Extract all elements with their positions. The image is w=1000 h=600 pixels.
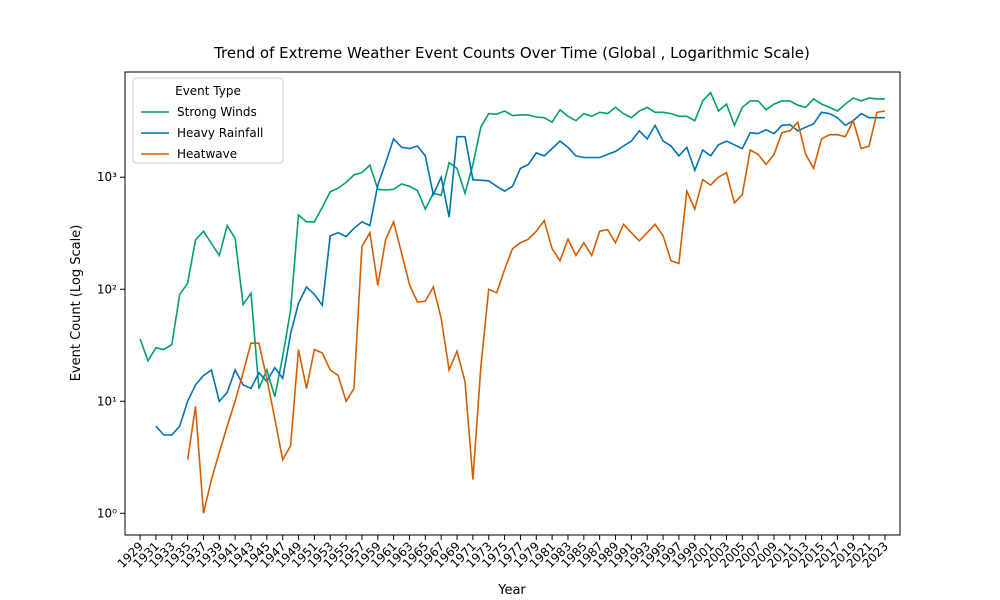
chart-title: Trend of Extreme Weather Event Counts Ov… bbox=[213, 44, 810, 62]
series-line bbox=[186, 110, 886, 514]
legend-label: Strong Winds bbox=[177, 105, 257, 119]
legend-label: Heatwave bbox=[177, 147, 237, 161]
legend-box bbox=[132, 77, 284, 164]
y-axis-label: Event Count (Log Scale) bbox=[69, 225, 84, 382]
legend-label: Heavy Rainfall bbox=[177, 126, 263, 140]
legend: Event Type Strong Winds Heavy Rainfall Heat… bbox=[132, 77, 284, 164]
legend-title: Event Type bbox=[175, 84, 241, 98]
series-line bbox=[155, 111, 885, 436]
plot-frame bbox=[124, 71, 901, 536]
series-line bbox=[139, 91, 885, 397]
y-tick-label: 10¹ bbox=[97, 394, 117, 408]
x-axis-label: Year bbox=[497, 583, 526, 598]
y-tick-label: 10³ bbox=[97, 170, 117, 184]
y-tick-label: 10⁰ bbox=[97, 506, 117, 520]
y-tick-label: 10² bbox=[97, 282, 117, 296]
